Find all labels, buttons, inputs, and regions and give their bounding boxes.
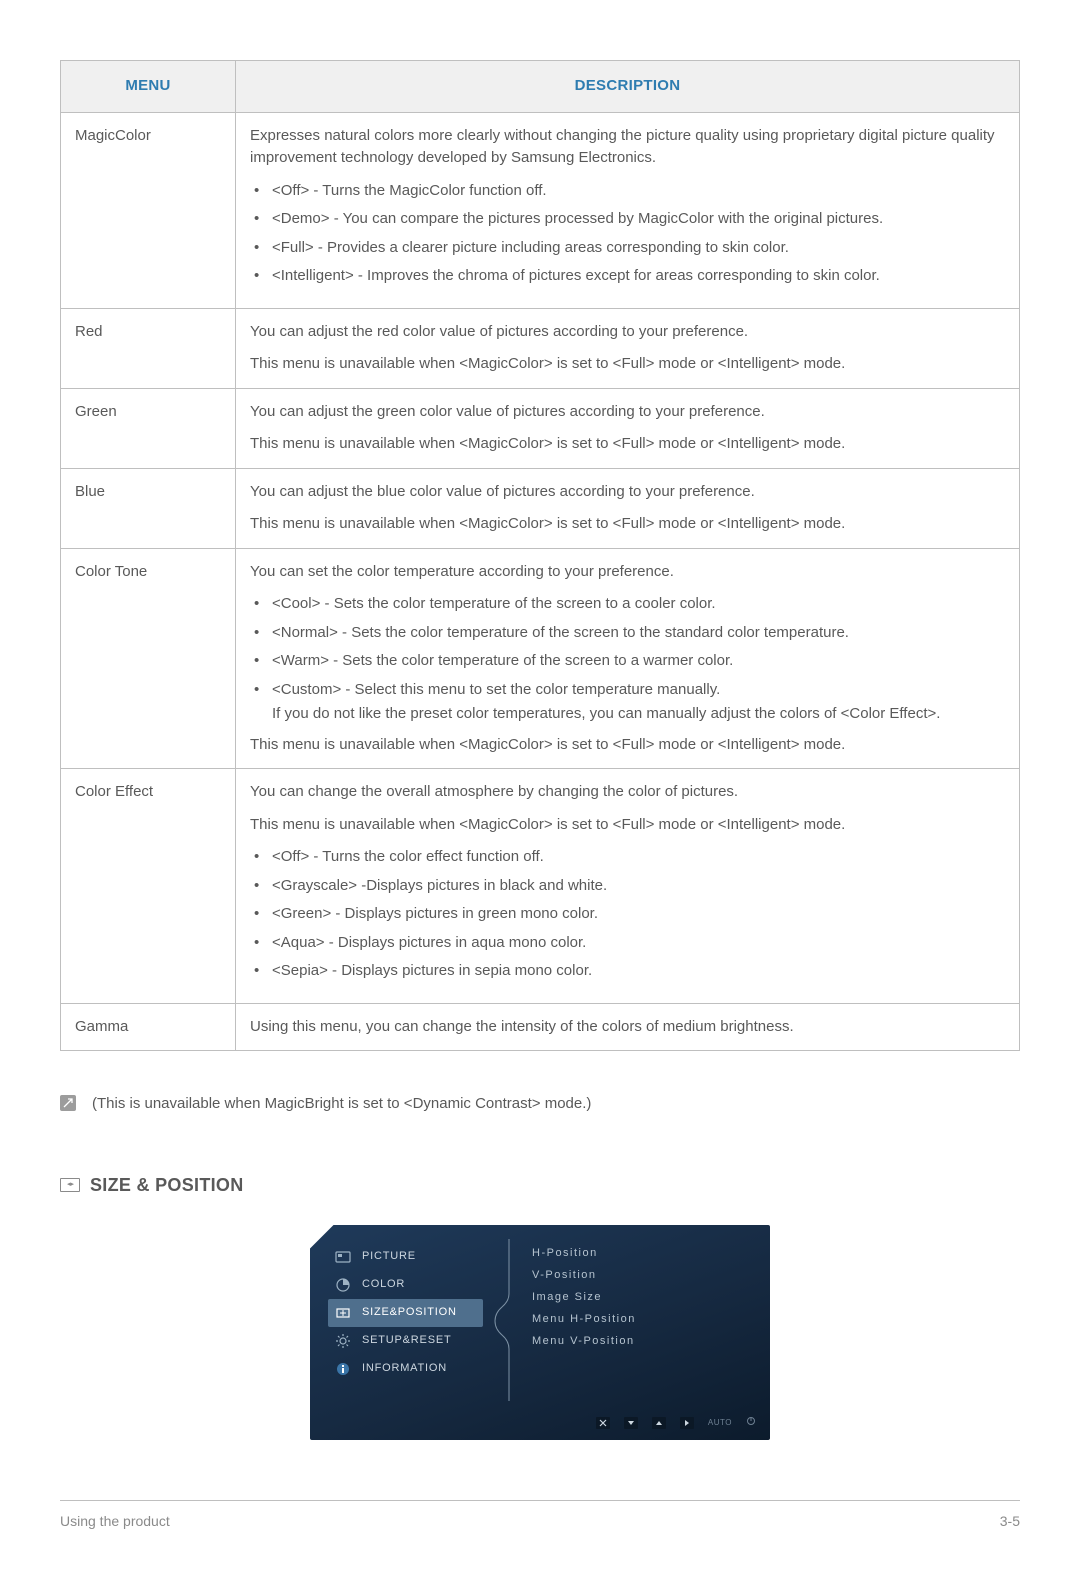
osd-right-icon (680, 1417, 694, 1429)
osd-right-item: Menu H-Position (532, 1309, 636, 1331)
list-item: <Demo> - You can compare the pictures pr… (250, 208, 1005, 231)
menu-description: Expresses natural colors more clearly wi… (236, 112, 1020, 308)
row-colortone: Color Tone You can set the color tempera… (61, 548, 1020, 769)
menu-description: You can adjust the green color value of … (236, 388, 1020, 468)
list-item: <Intelligent> - Improves the chroma of p… (250, 265, 1005, 288)
osd-item-sizeposition: SIZE&POSITION (328, 1299, 483, 1327)
row-gamma: Gamma Using this menu, you can change th… (61, 1003, 1020, 1051)
option-list: <Off> - Turns the color effect function … (250, 846, 1005, 983)
desc-text: This menu is unavailable when <MagicColo… (250, 433, 1005, 456)
desc-text: This menu is unavailable when <MagicColo… (250, 814, 1005, 837)
osd-down-icon (624, 1417, 638, 1429)
list-item-subtext: If you do not like the preset color temp… (272, 703, 1005, 726)
osd-label: PICTURE (362, 1248, 416, 1265)
section-title: SIZE & POSITION (90, 1172, 244, 1199)
col-header-menu: MENU (61, 61, 236, 113)
size-position-icon: ◂ ▸ (60, 1178, 80, 1192)
footer-right: 3-5 (1000, 1511, 1020, 1532)
option-list: <Off> - Turns the MagicColor function of… (250, 180, 1005, 288)
list-item: <Off> - Turns the MagicColor function of… (250, 180, 1005, 203)
desc-text: This menu is unavailable when <MagicColo… (250, 513, 1005, 536)
menu-label: Color Effect (61, 769, 236, 1004)
list-item: <Normal> - Sets the color temperature of… (250, 622, 1005, 645)
menu-label: MagicColor (61, 112, 236, 308)
note-row: (This is unavailable when MagicBright is… (60, 1093, 1020, 1116)
picture-icon (334, 1249, 352, 1265)
osd-label: SIZE&POSITION (362, 1304, 457, 1321)
menu-label: Red (61, 308, 236, 388)
osd-label: INFORMATION (362, 1360, 447, 1377)
sizeposition-icon (334, 1305, 352, 1321)
note-icon (60, 1095, 76, 1111)
desc-text: Using this menu, you can change the inte… (250, 1016, 1005, 1039)
list-item-text: <Custom> - Select this menu to set the c… (272, 681, 720, 698)
list-item: <Aqua> - Displays pictures in aqua mono … (250, 932, 1005, 955)
desc-text: You can change the overall atmosphere by… (250, 781, 1005, 804)
menu-label: Gamma (61, 1003, 236, 1051)
section-heading: ◂ ▸ SIZE & POSITION (60, 1172, 1020, 1199)
desc-text: You can set the color temperature accord… (250, 561, 1005, 584)
osd-left-menu: PICTURE COLOR SIZE&POSITION SETUP&RESET (328, 1243, 483, 1383)
menu-description: You can set the color temperature accord… (236, 548, 1020, 769)
col-header-description: DESCRIPTION (236, 61, 1020, 113)
menu-description: You can change the overall atmosphere by… (236, 769, 1020, 1004)
list-item: <Sepia> - Displays pictures in sepia mon… (250, 960, 1005, 983)
footer-left: Using the product (60, 1511, 170, 1532)
row-magiccolor: MagicColor Expresses natural colors more… (61, 112, 1020, 308)
row-coloreffect: Color Effect You can change the overall … (61, 769, 1020, 1004)
desc-text: You can adjust the green color value of … (250, 401, 1005, 424)
list-item: <Custom> - Select this menu to set the c… (250, 679, 1005, 726)
list-item: <Grayscale> -Displays pictures in black … (250, 875, 1005, 898)
list-item: <Off> - Turns the color effect function … (250, 846, 1005, 869)
list-item: <Warm> - Sets the color temperature of t… (250, 650, 1005, 673)
osd-right-item: H-Position (532, 1243, 636, 1265)
menu-description: Using this menu, you can change the inte… (236, 1003, 1020, 1051)
osd-label: SETUP&RESET (362, 1332, 452, 1349)
osd-power-icon (746, 1415, 756, 1432)
osd-right-item: Image Size (532, 1287, 636, 1309)
color-icon (334, 1277, 352, 1293)
osd-close-icon (596, 1417, 610, 1429)
osd-right-item: Menu V-Position (532, 1331, 636, 1353)
osd-right-item: V-Position (532, 1265, 636, 1287)
list-item: <Full> - Provides a clearer picture incl… (250, 237, 1005, 260)
row-green: Green You can adjust the green color val… (61, 388, 1020, 468)
row-red: Red You can adjust the red color value o… (61, 308, 1020, 388)
desc-text: This menu is unavailable when <MagicColo… (250, 734, 1005, 757)
osd-item-color: COLOR (328, 1271, 483, 1299)
list-item: <Green> - Displays pictures in green mon… (250, 903, 1005, 926)
row-blue: Blue You can adjust the blue color value… (61, 468, 1020, 548)
osd-item-setupreset: SETUP&RESET (328, 1327, 483, 1355)
info-icon (334, 1361, 352, 1377)
list-item: <Cool> - Sets the color temperature of t… (250, 593, 1005, 616)
option-list: <Cool> - Sets the color temperature of t… (250, 593, 1005, 726)
menu-label: Blue (61, 468, 236, 548)
menu-description-table: MENU DESCRIPTION MagicColor Expresses na… (60, 60, 1020, 1051)
menu-description: You can adjust the red color value of pi… (236, 308, 1020, 388)
osd-auto-label: AUTO (708, 1417, 732, 1429)
osd-label: COLOR (362, 1276, 405, 1293)
menu-label: Green (61, 388, 236, 468)
osd-bottom-buttons: AUTO (596, 1415, 756, 1432)
osd-right-list: H-Position V-Position Image Size Menu H-… (532, 1243, 636, 1353)
desc-text: You can adjust the blue color value of p… (250, 481, 1005, 504)
osd-up-icon (652, 1417, 666, 1429)
desc-text: You can adjust the red color value of pi… (250, 321, 1005, 344)
osd-divider (494, 1239, 524, 1401)
note-text: (This is unavailable when MagicBright is… (92, 1093, 591, 1116)
menu-description: You can adjust the blue color value of p… (236, 468, 1020, 548)
osd-item-picture: PICTURE (328, 1243, 483, 1271)
osd-screenshot-wrap: PICTURE COLOR SIZE&POSITION SETUP&RESET (60, 1225, 1020, 1440)
osd-panel: PICTURE COLOR SIZE&POSITION SETUP&RESET (310, 1225, 770, 1440)
desc-text: Expresses natural colors more clearly wi… (250, 125, 1005, 170)
osd-item-information: INFORMATION (328, 1355, 483, 1383)
gear-icon (334, 1333, 352, 1349)
menu-label: Color Tone (61, 548, 236, 769)
desc-text: This menu is unavailable when <MagicColo… (250, 353, 1005, 376)
